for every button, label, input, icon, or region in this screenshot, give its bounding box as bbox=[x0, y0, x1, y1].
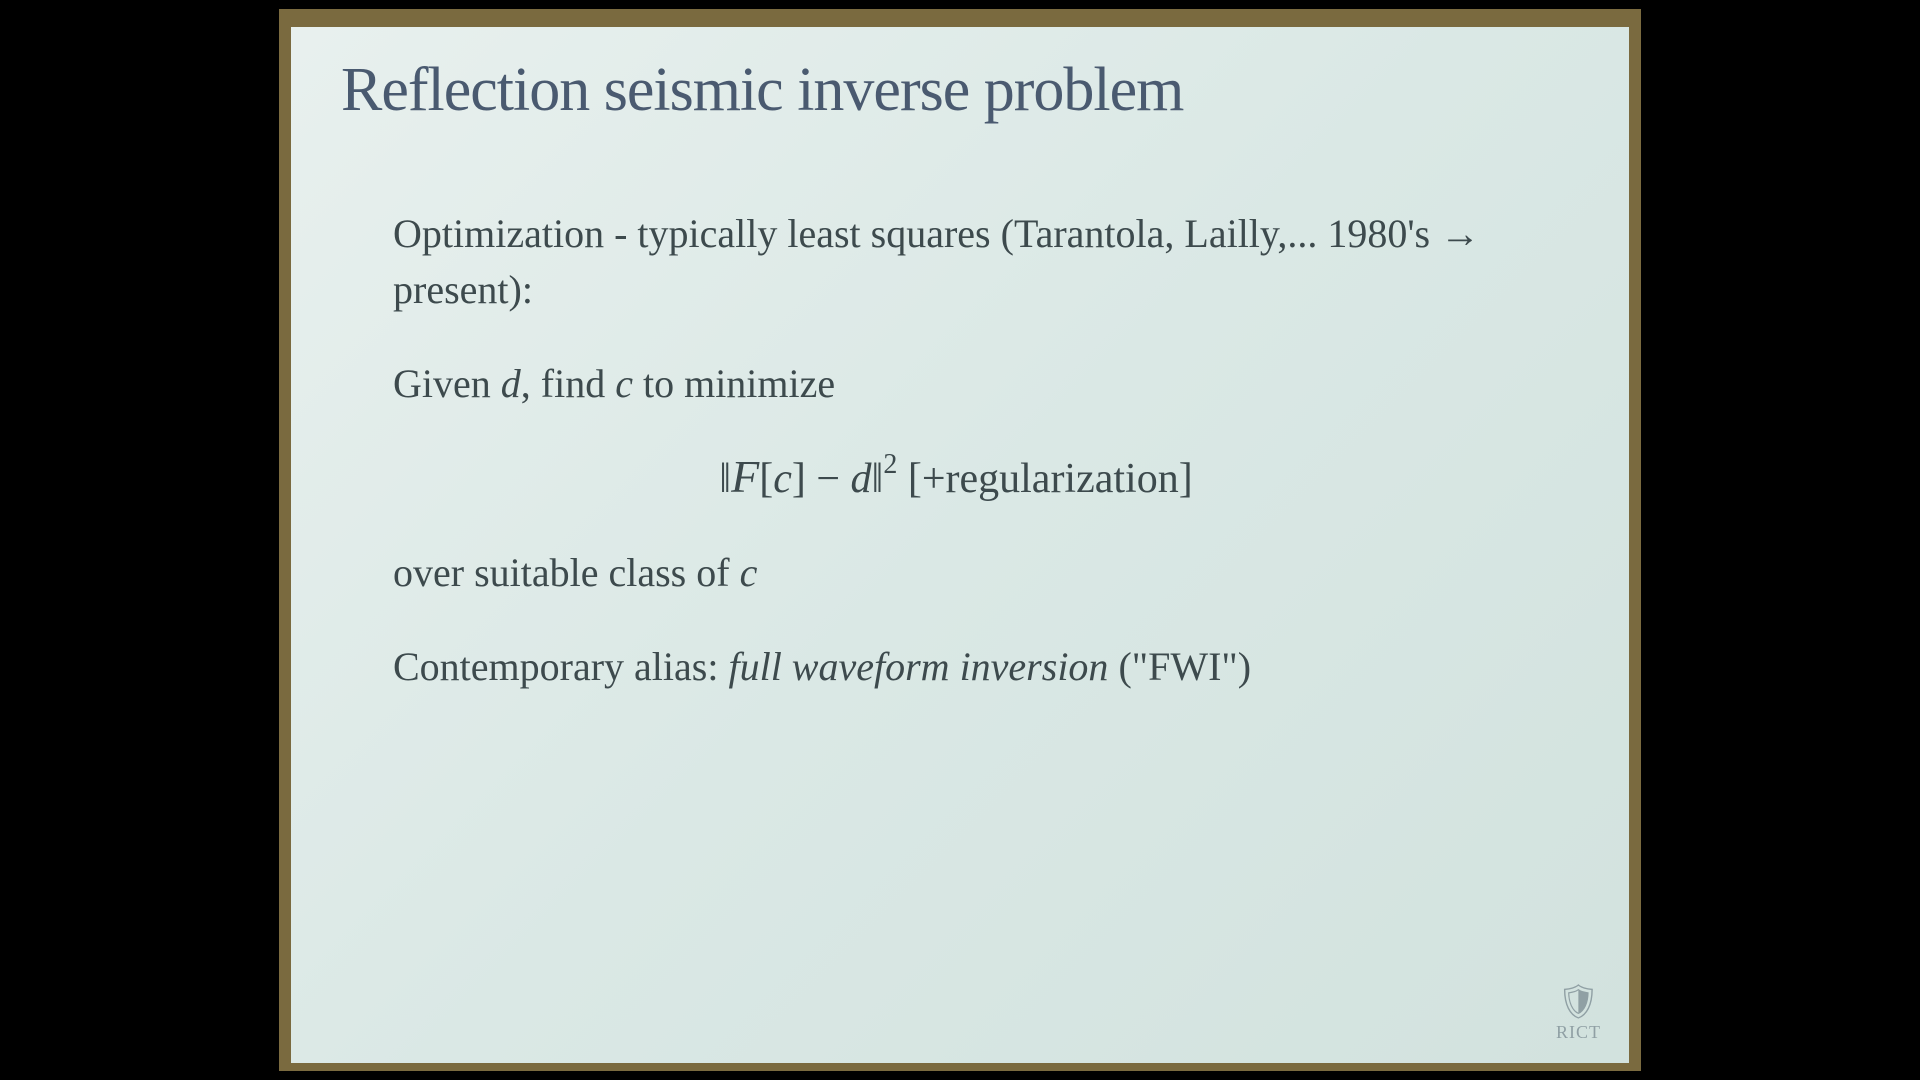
text-given-b: , find bbox=[521, 361, 615, 406]
bracket-open: [ bbox=[759, 456, 773, 502]
var-c-2: c bbox=[740, 550, 758, 595]
paragraph-over: over suitable class of c bbox=[393, 545, 1519, 601]
institution-logo: 🛡 RICT bbox=[1556, 986, 1601, 1043]
norm-close: ‖ bbox=[872, 456, 884, 502]
paragraph-alias: Contemporary alias: full waveform invers… bbox=[393, 639, 1519, 695]
arrow-symbol: → bbox=[1440, 211, 1480, 256]
text-fwi-long: full waveform inversion bbox=[728, 644, 1108, 689]
bracket-close: ] bbox=[792, 456, 806, 502]
slide: Reflection seismic inverse problem Optim… bbox=[291, 27, 1629, 1063]
text-given-a: Given bbox=[393, 361, 501, 406]
norm-open: ‖ bbox=[719, 456, 731, 502]
formula-d: d bbox=[851, 456, 872, 502]
slide-content: Optimization - typically least squares (… bbox=[341, 206, 1579, 695]
text-opt-a: Optimization - typically least squares (… bbox=[393, 211, 1440, 256]
shield-icon: 🛡 bbox=[1556, 986, 1601, 1020]
text-alias-a: Contemporary alias: bbox=[393, 644, 728, 689]
text-fwi-short: ("FWI") bbox=[1108, 644, 1251, 689]
minus: − bbox=[806, 456, 851, 502]
operator-f: F bbox=[731, 451, 759, 502]
regularization: [+regularization] bbox=[897, 456, 1192, 502]
text-given-e: to minimize bbox=[633, 361, 835, 406]
exponent-2: 2 bbox=[883, 449, 897, 480]
slide-frame: Reflection seismic inverse problem Optim… bbox=[279, 9, 1641, 1071]
paragraph-optimization: Optimization - typically least squares (… bbox=[393, 206, 1519, 318]
text-over-a: over suitable class of bbox=[393, 550, 740, 595]
logo-text: RICT bbox=[1556, 1022, 1601, 1043]
paragraph-given: Given d, find c to minimize bbox=[393, 356, 1519, 412]
formula: ‖F[c] − d‖2 [+regularization] bbox=[393, 450, 1519, 503]
var-d: d bbox=[501, 361, 521, 406]
formula-c: c bbox=[773, 456, 792, 502]
slide-title: Reflection seismic inverse problem bbox=[341, 55, 1579, 126]
var-c: c bbox=[615, 361, 633, 406]
text-opt-b: present): bbox=[393, 267, 533, 312]
